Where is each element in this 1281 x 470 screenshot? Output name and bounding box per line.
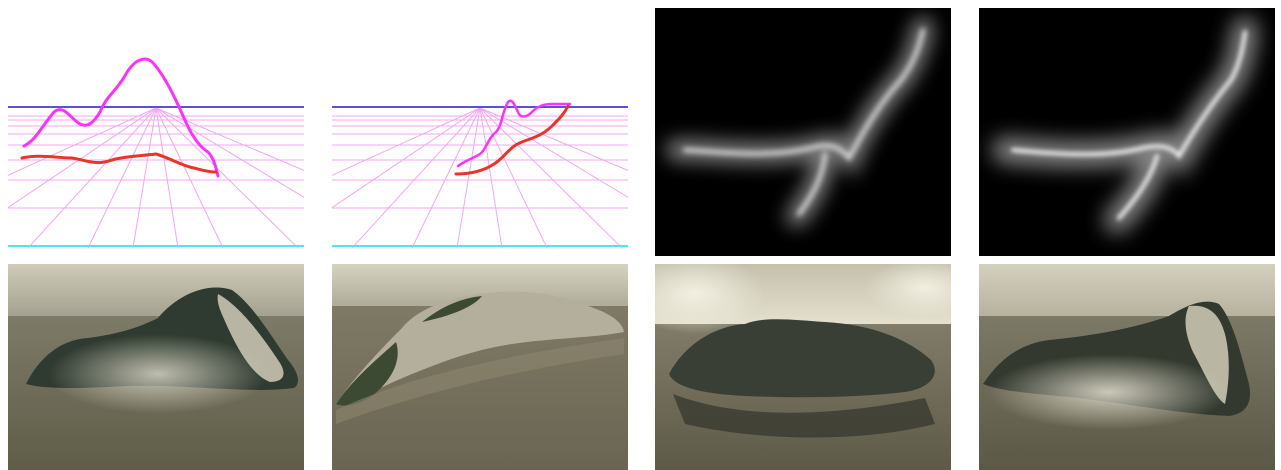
terrain-render-4 bbox=[979, 264, 1275, 470]
fog bbox=[48, 334, 268, 414]
perspective-grid bbox=[8, 107, 304, 248]
silhouette-stroke bbox=[456, 99, 572, 168]
cliff-face bbox=[217, 294, 284, 382]
perspective-grid bbox=[332, 107, 628, 248]
sketch-panel-2 bbox=[332, 8, 628, 248]
sketch-panel-1 bbox=[8, 8, 304, 248]
sky bbox=[8, 264, 304, 324]
reflection bbox=[336, 338, 624, 424]
forest bbox=[336, 342, 398, 406]
render-canvas-4 bbox=[979, 264, 1275, 470]
island-reflection bbox=[673, 394, 935, 438]
cloud bbox=[865, 264, 951, 318]
heightmap-ridge bbox=[683, 28, 925, 216]
island bbox=[336, 291, 624, 404]
terrain-render-1 bbox=[8, 264, 304, 470]
forest-ridge bbox=[422, 296, 482, 322]
heightmap-panel-2 bbox=[979, 8, 1275, 256]
heightmap-ridge bbox=[1011, 30, 1247, 220]
terrain-render-3 bbox=[655, 264, 951, 470]
render-canvas-2 bbox=[332, 264, 628, 470]
base-stroke bbox=[454, 104, 570, 176]
heightmap-panel-1 bbox=[655, 8, 951, 256]
fog bbox=[989, 354, 1229, 430]
render-canvas-1 bbox=[8, 264, 304, 470]
sketch-canvas-1 bbox=[8, 8, 304, 248]
silhouette-stroke bbox=[22, 57, 220, 178]
heightmap-canvas-2 bbox=[979, 8, 1275, 256]
cloud bbox=[655, 264, 765, 334]
sky bbox=[979, 264, 1275, 324]
island bbox=[669, 319, 935, 398]
heightmap-canvas-1 bbox=[655, 8, 951, 256]
render-canvas-3 bbox=[655, 264, 951, 470]
terrain-render-2 bbox=[332, 264, 628, 470]
sketch-canvas-2 bbox=[332, 8, 628, 248]
base-stroke bbox=[20, 152, 218, 174]
